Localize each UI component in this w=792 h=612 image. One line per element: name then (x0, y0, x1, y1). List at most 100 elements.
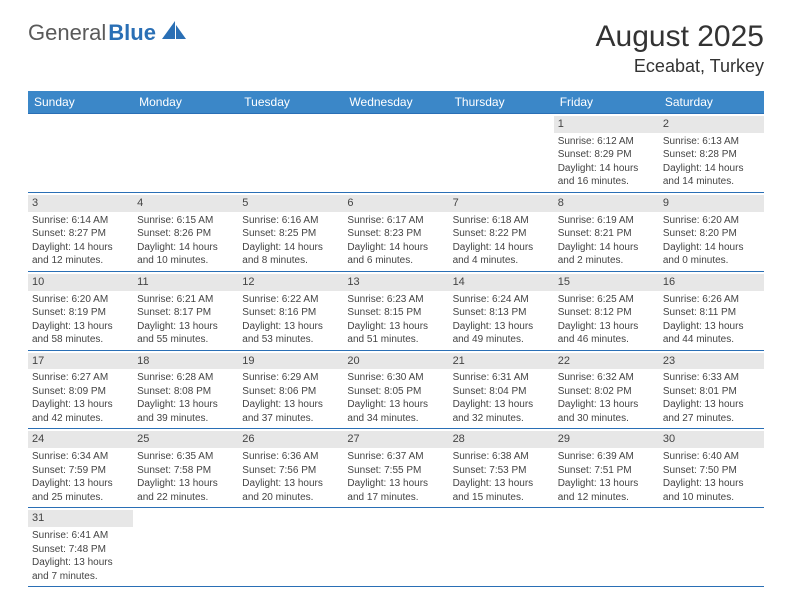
day-cell: 19Sunrise: 6:29 AMSunset: 8:06 PMDayligh… (238, 351, 343, 429)
sunset-text: Sunset: 8:04 PM (453, 385, 550, 399)
daylight-text: and 42 minutes. (32, 412, 129, 426)
sunrise-text: Sunrise: 6:31 AM (453, 371, 550, 385)
sunrise-text: Sunrise: 6:21 AM (137, 293, 234, 307)
sunrise-text: Sunrise: 6:26 AM (663, 293, 760, 307)
day-number-row: 12 (238, 274, 343, 291)
sunrise-text: Sunrise: 6:28 AM (137, 371, 234, 385)
day-number: 13 (347, 276, 359, 288)
day-number: 24 (32, 433, 44, 445)
sunrise-text: Sunrise: 6:22 AM (242, 293, 339, 307)
daylight-text: Daylight: 13 hours (663, 477, 760, 491)
daylight-text: and 44 minutes. (663, 333, 760, 347)
daylight-text: Daylight: 14 hours (558, 162, 655, 176)
day-number: 29 (558, 433, 570, 445)
sunrise-text: Sunrise: 6:24 AM (453, 293, 550, 307)
sunrise-text: Sunrise: 6:13 AM (663, 135, 760, 149)
day-number: 18 (137, 355, 149, 367)
empty-cell (28, 114, 133, 192)
daylight-text: Daylight: 13 hours (347, 320, 444, 334)
day-cell: 2Sunrise: 6:13 AMSunset: 8:28 PMDaylight… (659, 114, 764, 192)
weekday-header-row: SundayMondayTuesdayWednesdayThursdayFrid… (28, 91, 764, 113)
sunset-text: Sunset: 8:16 PM (242, 306, 339, 320)
week-row: 3 Sunrise: 6:14 AMSunset: 8:27 PM Daylight… (28, 192, 764, 271)
sunset-text: Sunset: 8:28 PM (663, 148, 760, 162)
daylight-text: and 10 minutes. (663, 491, 760, 505)
empty-cell (343, 114, 448, 192)
day-cell: 9Sunrise: 6:20 AMSunset: 8:20 PMDaylight… (659, 193, 764, 271)
daylight-text: and 4 minutes. (453, 254, 550, 268)
empty-cell (449, 114, 554, 192)
day-number-row: 17 (28, 353, 133, 370)
sunset-text: Sunset: 8:05 PM (347, 385, 444, 399)
daylight-text: Daylight: 13 hours (242, 398, 339, 412)
sunset-text: Sunset: 7:50 PM (663, 464, 760, 478)
logo: General Blue (28, 20, 188, 46)
sunrise-text: Sunrise: 6:14 AM (32, 214, 129, 228)
day-number: 31 (32, 512, 44, 524)
daylight-text: and 15 minutes. (453, 491, 550, 505)
sunset-text: Sunset: 8:27 PM (32, 227, 129, 241)
day-number-row: 13 (343, 274, 448, 291)
daylight-text: and 51 minutes. (347, 333, 444, 347)
day-number-row: 26 (238, 431, 343, 448)
daylight-text: and 14 minutes. (663, 175, 760, 189)
day-number-row: 9 (659, 195, 764, 212)
day-number: 25 (137, 433, 149, 445)
day-number: 15 (558, 276, 570, 288)
daylight-text: Daylight: 13 hours (663, 398, 760, 412)
day-number: 11 (137, 276, 148, 288)
daylight-text: and 34 minutes. (347, 412, 444, 426)
daylight-text: and 32 minutes. (453, 412, 550, 426)
day-number: 3 (32, 197, 38, 209)
empty-cell (238, 114, 343, 192)
day-number-row: 22 (554, 353, 659, 370)
daylight-text: Daylight: 13 hours (663, 320, 760, 334)
day-number-row: 3 (28, 195, 133, 212)
day-number-row: 10 (28, 274, 133, 291)
sunrise-text: Sunrise: 6:12 AM (558, 135, 655, 149)
day-number-row: 20 (343, 353, 448, 370)
week-row: 24Sunrise: 6:34 AMSunset: 7:59 PMDayligh… (28, 428, 764, 507)
day-number: 4 (137, 197, 143, 209)
daylight-text: and 12 minutes. (558, 491, 655, 505)
day-number-row: 25 (133, 431, 238, 448)
sunset-text: Sunset: 8:01 PM (663, 385, 760, 399)
daylight-text: and 58 minutes. (32, 333, 129, 347)
empty-cell (659, 508, 764, 586)
daylight-text: Daylight: 13 hours (242, 477, 339, 491)
sunset-text: Sunset: 8:08 PM (137, 385, 234, 399)
week-row: 1Sunrise: 6:12 AMSunset: 8:29 PMDaylight… (28, 113, 764, 192)
day-number: 6 (347, 197, 353, 209)
daylight-text: Daylight: 13 hours (137, 477, 234, 491)
title-block: August 2025 Eceabat, Turkey (596, 20, 764, 77)
sunrise-text: Sunrise: 6:20 AM (663, 214, 760, 228)
day-cell: 25Sunrise: 6:35 AMSunset: 7:58 PMDayligh… (133, 429, 238, 507)
daylight-text: Daylight: 14 hours (558, 241, 655, 255)
sunset-text: Sunset: 8:29 PM (558, 148, 655, 162)
day-number: 20 (347, 355, 359, 367)
day-number: 26 (242, 433, 254, 445)
weekday-header: Monday (133, 91, 238, 113)
day-number-row: 27 (343, 431, 448, 448)
weekday-header: Friday (554, 91, 659, 113)
daylight-text: and 7 minutes. (32, 570, 129, 584)
daylight-text: and 17 minutes. (347, 491, 444, 505)
daylight-text: Daylight: 13 hours (347, 398, 444, 412)
day-number: 9 (663, 197, 669, 209)
day-cell: 12Sunrise: 6:22 AMSunset: 8:16 PMDayligh… (238, 272, 343, 350)
daylight-text: and 22 minutes. (137, 491, 234, 505)
day-cell: 28Sunrise: 6:38 AMSunset: 7:53 PMDayligh… (449, 429, 554, 507)
sunset-text: Sunset: 8:12 PM (558, 306, 655, 320)
day-number-row: 31 (28, 510, 133, 527)
sunrise-text: Sunrise: 6:30 AM (347, 371, 444, 385)
day-cell: 21Sunrise: 6:31 AMSunset: 8:04 PMDayligh… (449, 351, 554, 429)
sunset-text: Sunset: 7:56 PM (242, 464, 339, 478)
sunset-text: Sunset: 8:26 PM (137, 227, 234, 241)
calendar: SundayMondayTuesdayWednesdayThursdayFrid… (28, 91, 764, 587)
daylight-text: Daylight: 13 hours (32, 398, 129, 412)
sunset-text: Sunset: 8:02 PM (558, 385, 655, 399)
empty-cell (238, 508, 343, 586)
sunrise-text: Sunrise: 6:20 AM (32, 293, 129, 307)
daylight-text: Daylight: 13 hours (32, 320, 129, 334)
day-number-row: 11 (133, 274, 238, 291)
